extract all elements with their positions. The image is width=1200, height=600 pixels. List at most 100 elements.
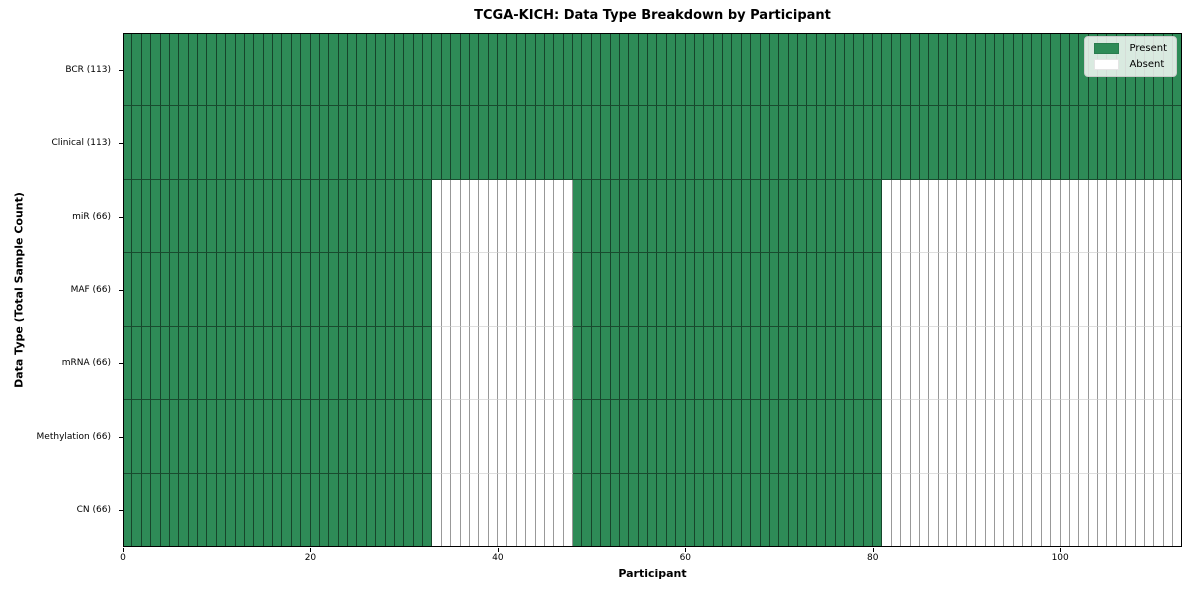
heatmap-cell [526, 326, 536, 401]
heatmap-cell [254, 326, 264, 401]
heatmap-cell [1154, 253, 1164, 327]
heatmap-cell [348, 326, 358, 401]
heatmap-cell [310, 473, 320, 547]
heatmap-cell [601, 106, 611, 180]
heatmap-cell [319, 253, 330, 327]
heatmap-cell [629, 400, 639, 474]
heatmap-cell [216, 400, 227, 474]
heatmap-cell [919, 326, 930, 401]
heatmap-cell [348, 400, 358, 474]
heatmap-cell [751, 400, 761, 474]
heatmap-cell [160, 33, 170, 107]
heatmap-cell [844, 253, 855, 327]
heatmap-cell [198, 326, 208, 401]
heatmap-cell [207, 106, 217, 180]
heatmap-cell [619, 473, 630, 547]
heatmap-cell [310, 179, 320, 254]
heatmap-cell [723, 33, 733, 107]
heatmap-cell [1079, 179, 1089, 254]
heatmap-cell [432, 253, 442, 327]
heatmap-cell [188, 473, 198, 547]
heatmap-cell [844, 33, 855, 107]
heatmap-cell [788, 326, 798, 401]
heatmap-cell [844, 473, 855, 547]
heatmap-cell [573, 473, 583, 547]
legend: Present Absent [1084, 36, 1177, 77]
heatmap-cell [226, 326, 236, 401]
heatmap-cell [863, 179, 873, 254]
heatmap-cell [948, 400, 958, 474]
heatmap-cell [713, 106, 723, 180]
heatmap-cell [638, 253, 648, 327]
heatmap-cell [544, 106, 555, 180]
heatmap-cell [188, 326, 198, 401]
heatmap-cell [976, 400, 986, 474]
heatmap-cell [160, 253, 170, 327]
heatmap-cell [498, 326, 508, 401]
heatmap-cell [676, 179, 686, 254]
heatmap-cell [394, 326, 405, 401]
heatmap-cell [198, 473, 208, 547]
heatmap-cell [1144, 473, 1155, 547]
heatmap-cell [235, 179, 245, 254]
heatmap-cell [919, 253, 930, 327]
x-tick-mark [497, 548, 499, 552]
heatmap-cell [423, 253, 433, 327]
heatmap-cell [760, 33, 770, 107]
heatmap-cell [657, 106, 667, 180]
heatmap-cell [413, 33, 423, 107]
heatmap-cell [554, 326, 564, 401]
heatmap-cell [207, 33, 217, 107]
heatmap-cell [544, 473, 555, 547]
heatmap-cell [591, 179, 602, 254]
heatmap-cell [291, 473, 302, 547]
heatmap-cell [591, 473, 602, 547]
heatmap-cell [601, 400, 611, 474]
heatmap-cell [451, 33, 461, 107]
heatmap-cell [882, 253, 892, 327]
heatmap-cell [957, 326, 967, 401]
heatmap-cell [282, 473, 292, 547]
heatmap-cell [957, 33, 967, 107]
heatmap-cell [291, 326, 302, 401]
heatmap-cell [357, 473, 367, 547]
heatmap-cell [310, 400, 320, 474]
heatmap-cell [732, 326, 742, 401]
heatmap-cell [198, 33, 208, 107]
heatmap-cell [460, 33, 470, 107]
heatmap-cell [601, 179, 611, 254]
heatmap-cell [1135, 473, 1145, 547]
heatmap-cell [488, 253, 498, 327]
heatmap-cell [1051, 326, 1061, 401]
heatmap-cell [1023, 400, 1033, 474]
heatmap-cell [891, 326, 902, 401]
heatmap-cell [554, 473, 564, 547]
heatmap-cell [1098, 400, 1108, 474]
heatmap-cell [685, 400, 695, 474]
heatmap-cell [723, 106, 733, 180]
heatmap-cell [469, 473, 480, 547]
heatmap-cell [1107, 326, 1117, 401]
heatmap-cell [216, 253, 227, 327]
heatmap-cell [985, 473, 995, 547]
heatmap-cell [788, 253, 798, 327]
heatmap-cell [694, 326, 705, 401]
heatmap-cell [1107, 400, 1117, 474]
heatmap-cell [394, 179, 405, 254]
heatmap-cell [1060, 326, 1070, 401]
heatmap-cell [1098, 473, 1108, 547]
heatmap-cell [713, 253, 723, 327]
heatmap-cell [657, 400, 667, 474]
heatmap-cell [366, 253, 377, 327]
heatmap-cell [357, 179, 367, 254]
heatmap-cell [873, 400, 883, 474]
heatmap-cell [273, 33, 283, 107]
heatmap-cell [985, 106, 995, 180]
heatmap-cell [479, 33, 489, 107]
heatmap-cell [488, 33, 498, 107]
heatmap-cell [479, 179, 489, 254]
heatmap-cell [1126, 326, 1136, 401]
heatmap-cell [573, 106, 583, 180]
heatmap-cell [854, 326, 864, 401]
